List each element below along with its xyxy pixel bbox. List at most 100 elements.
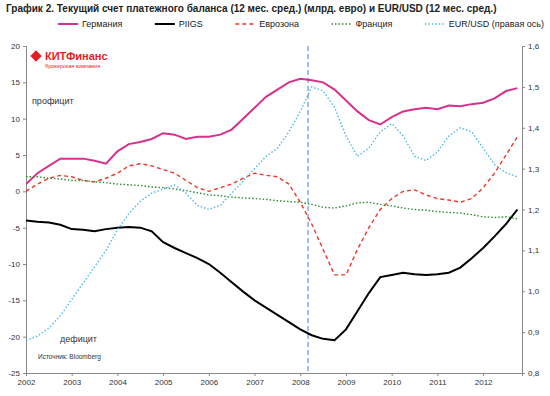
tick-label: 0,8 xyxy=(528,369,540,378)
tick-mark xyxy=(23,264,26,265)
tick: 5 xyxy=(16,151,26,160)
axis-line xyxy=(27,374,523,377)
tick-mark xyxy=(346,373,347,376)
tick-label: 2010 xyxy=(383,378,401,387)
reference-line xyxy=(308,46,309,373)
tick: 1,1 xyxy=(522,246,540,255)
series-line xyxy=(26,87,517,340)
tick-label: 2007 xyxy=(246,378,264,387)
tick-mark xyxy=(300,373,301,376)
logo: КИТФинансброкерская компания xyxy=(30,50,107,69)
tick: 1,0 xyxy=(522,287,540,296)
tick-label: 2002 xyxy=(18,378,36,387)
tick: 0,8 xyxy=(522,369,540,378)
tick-mark xyxy=(23,228,26,229)
tick-label: 2003 xyxy=(63,378,81,387)
series-line xyxy=(26,177,517,219)
tick: 2006 xyxy=(200,373,218,387)
tick: 2010 xyxy=(383,373,401,387)
tick: 20 xyxy=(11,42,26,51)
tick-label: 0 xyxy=(16,187,21,196)
title: График 2. Текущий счет платежного баланс… xyxy=(6,3,496,14)
tick-mark xyxy=(23,82,26,83)
tick: 15 xyxy=(11,78,26,87)
tick-label: 2004 xyxy=(109,378,127,387)
tick: 1,5 xyxy=(522,83,540,92)
tick-mark xyxy=(483,373,484,376)
axis-line xyxy=(23,47,27,374)
tick-label: 10 xyxy=(11,115,20,124)
legend-swatch xyxy=(58,23,78,25)
legend-swatch xyxy=(235,23,255,24)
tick: 2011 xyxy=(429,373,447,387)
tick-label: 2006 xyxy=(200,378,218,387)
tick: -10 xyxy=(8,260,26,269)
tick-label: 1,2 xyxy=(528,206,540,215)
annotation: дефицит xyxy=(60,334,97,344)
tick-label: 1,3 xyxy=(528,165,540,174)
tick-mark xyxy=(522,332,525,333)
tick-label: -15 xyxy=(8,296,20,305)
tick-mark xyxy=(255,373,256,376)
tick-mark xyxy=(23,300,26,301)
tick-label: 2011 xyxy=(429,378,447,387)
series-line xyxy=(26,210,517,341)
tick-label: 5 xyxy=(16,151,21,160)
tick: 2009 xyxy=(338,373,356,387)
tick: 2004 xyxy=(109,373,127,387)
tick-label: 1,4 xyxy=(528,124,540,133)
tick-mark xyxy=(522,169,525,170)
legend-swatch xyxy=(155,23,175,25)
tick: -20 xyxy=(8,333,26,342)
series-line xyxy=(26,79,517,184)
tick-mark xyxy=(522,291,525,292)
tick: -25 xyxy=(8,369,26,378)
tick: -15 xyxy=(8,296,26,305)
tick-mark xyxy=(23,191,26,192)
tick: 2008 xyxy=(292,373,310,387)
tick: 2012 xyxy=(475,373,493,387)
legend-swatch xyxy=(331,23,351,24)
tick: 1,3 xyxy=(522,165,540,174)
tick-label: 2008 xyxy=(292,378,310,387)
legend-item: Франция xyxy=(331,19,392,29)
tick-mark xyxy=(209,373,210,376)
tick-mark xyxy=(72,373,73,376)
tick-label: 2012 xyxy=(475,378,493,387)
tick: 2007 xyxy=(246,373,264,387)
tick-mark xyxy=(522,210,525,211)
plot-area xyxy=(26,46,517,373)
tick-mark xyxy=(437,373,438,376)
tick-mark xyxy=(522,128,525,129)
annotation: Источник: Bloomberg xyxy=(38,353,101,361)
tick: -5 xyxy=(13,224,26,233)
tick: 1,6 xyxy=(522,42,540,51)
tick: 0,9 xyxy=(522,328,540,337)
tick-mark xyxy=(522,373,525,374)
annotation: профицит xyxy=(32,96,74,106)
tick-label: 1,1 xyxy=(528,246,540,255)
y2-axis: 0,8 0,9 1,0 1,1 1,2 1,3 1,4 1,5 1,6 xyxy=(522,42,540,378)
tick-mark xyxy=(23,373,26,374)
tick-label: 0,9 xyxy=(528,328,540,337)
legend-item: Еврозона xyxy=(235,19,299,29)
legend-item: PIIGS xyxy=(155,19,203,29)
legend-label: Еврозона xyxy=(259,19,299,29)
axis-line xyxy=(523,47,526,374)
chart: График 2. Текущий счет платежного баланс… xyxy=(0,0,550,396)
legend-label: Германия xyxy=(82,19,122,29)
tick-label: 20 xyxy=(11,42,20,51)
legend: ГерманияPIIGSЕврозонаФранцияEUR/USD (пра… xyxy=(58,19,544,29)
series-line xyxy=(26,137,517,275)
tick-mark xyxy=(392,373,393,376)
tick-label: 1,5 xyxy=(528,83,540,92)
y-axis: -25 -20 -15 -10 -5 0 5 10 15 20 xyxy=(8,42,26,378)
tick-label: 15 xyxy=(11,78,20,87)
tick-label: 2005 xyxy=(155,378,173,387)
tick-mark xyxy=(522,87,525,88)
tick-label: -20 xyxy=(8,333,20,342)
logo-text: КИТФинанс xyxy=(45,50,108,62)
tick-mark xyxy=(117,373,118,376)
tick-label: 2009 xyxy=(338,378,356,387)
legend-label: Франция xyxy=(355,19,392,29)
